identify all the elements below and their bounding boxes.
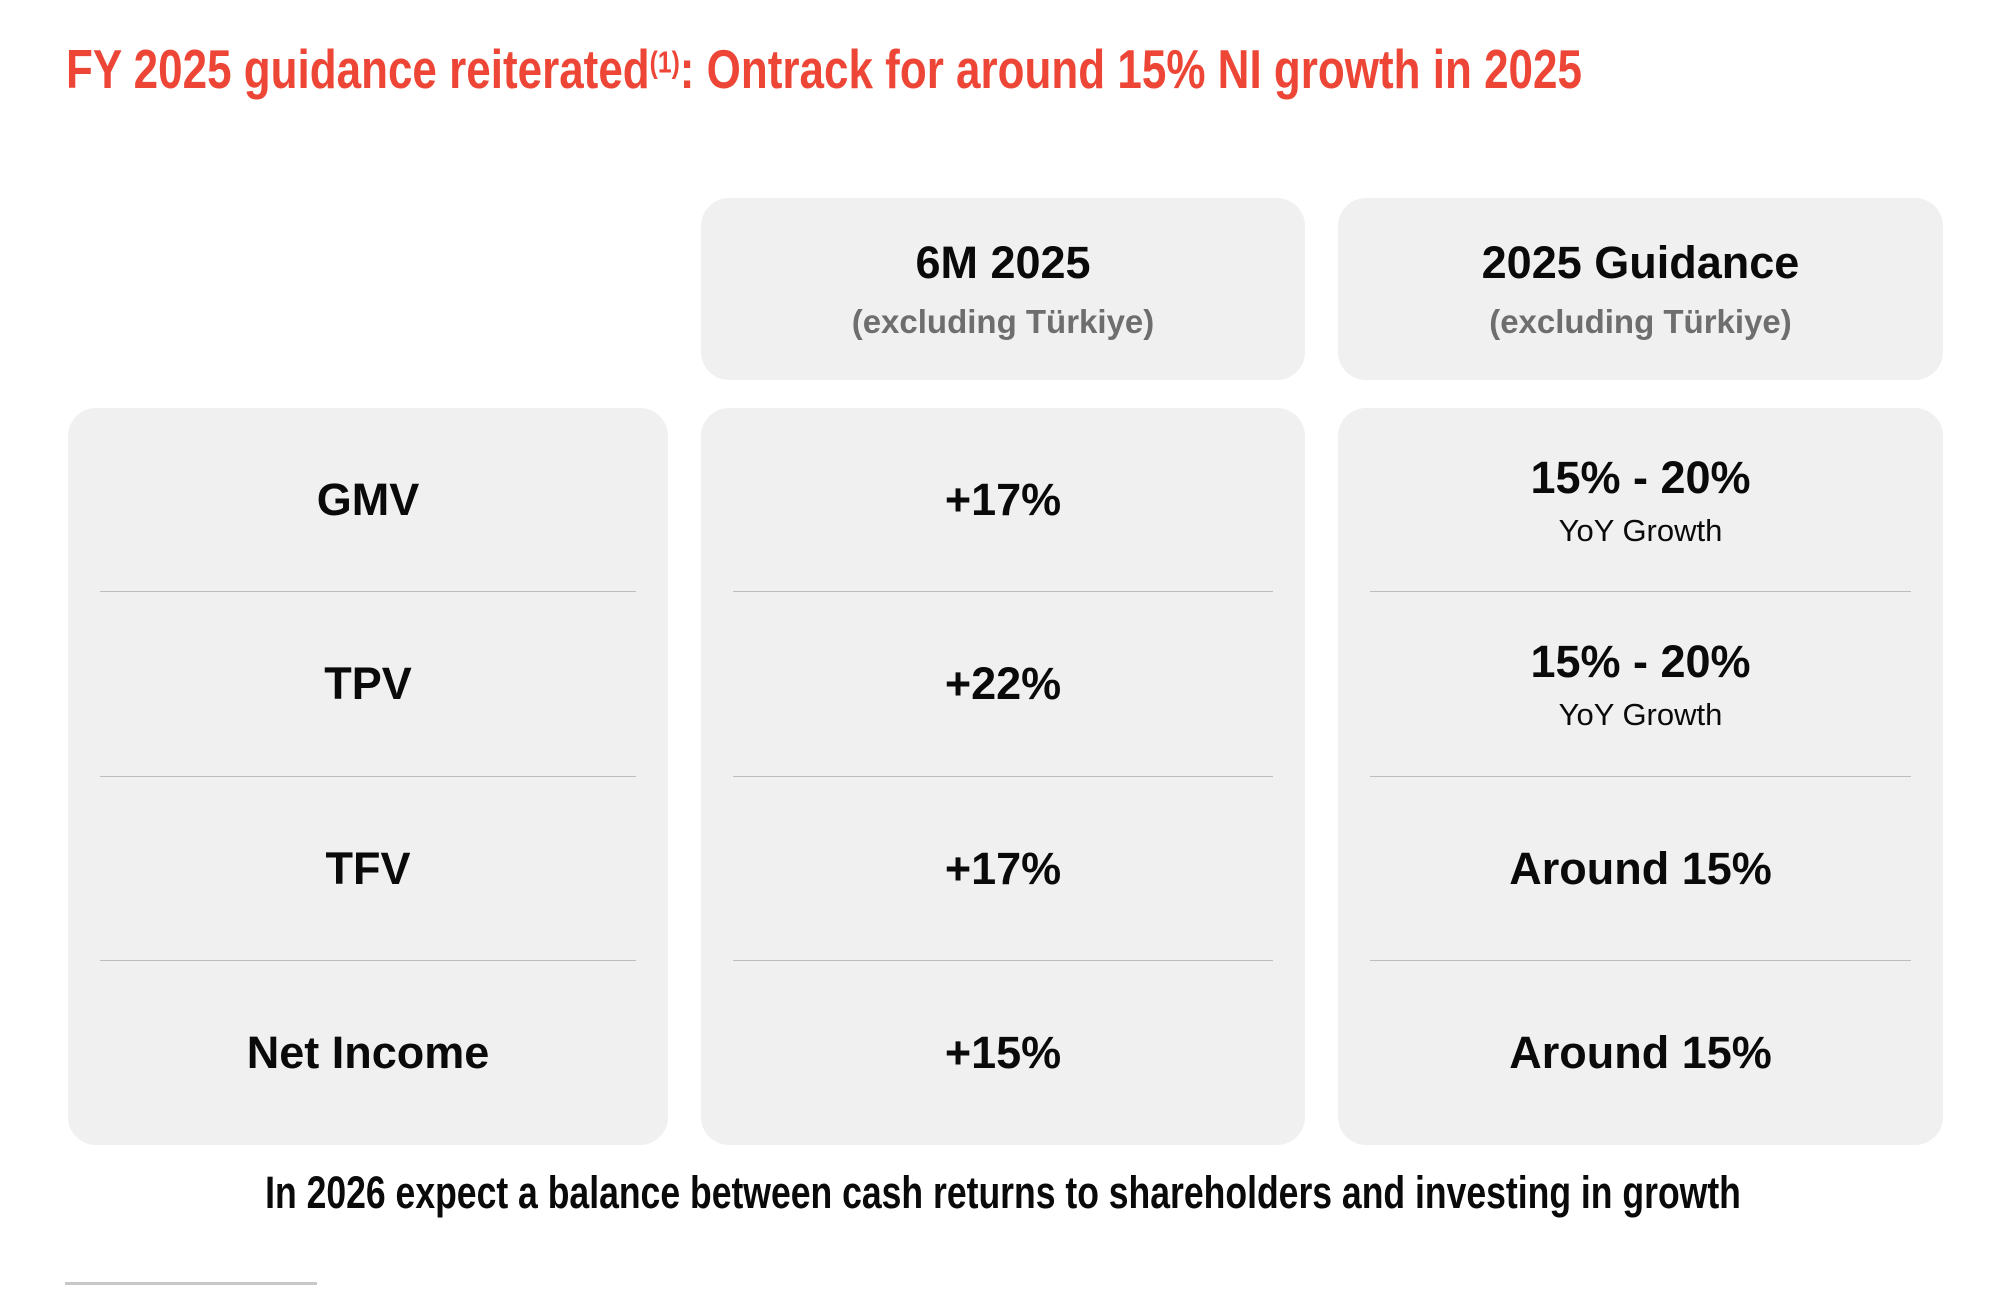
table-cell-net-income-6m: +15% [701,961,1305,1145]
guidance-value: 15% - 20% [1530,635,1751,687]
metric-value: +17% [944,474,1062,526]
slide-title-text: FY 2025 guidance reiterated [66,38,650,100]
metric-value: +17% [944,842,1062,894]
footnote-marker: (1) [649,44,680,80]
table-cell-tfv-guidance: Around 15% [1338,777,1943,962]
metrics-label-column: GMV TPV TFV Net Income [68,408,668,1145]
table-cell-gmv-guidance: 15% - 20% YoY Growth [1338,408,1943,593]
table-cell-gmv-6m: +17% [701,408,1305,593]
metric-label: TFV [325,842,411,894]
column-header-title: 2025 Guidance [1481,237,1800,288]
table-cell-tpv-6m: +22% [701,592,1305,777]
guidance-value: Around 15% [1509,842,1772,894]
table-cell-net-income-guidance: Around 15% [1338,961,1943,1145]
guidance-value: 15% - 20% [1530,451,1751,503]
footer-message: In 2026 expect a balance between cash re… [265,1167,1741,1218]
column-header-6m-2025: 6M 2025 (excluding Türkiye) [701,198,1305,380]
footnote-rule [65,1282,317,1285]
guidance-sub-label: YoY Growth [1558,696,1723,732]
metric-label: Net Income [246,1026,490,1078]
table-row-label-gmv: GMV [68,408,668,593]
guidance-table: 6M 2025 (excluding Türkiye) 2025 Guidanc… [68,198,1943,1145]
table-row-label-net-income: Net Income [68,961,668,1145]
slide-title-rest: : Ontrack for around 15% NI growth in 20… [679,38,1582,100]
table-cell-tpv-guidance: 15% - 20% YoY Growth [1338,592,1943,777]
column-header-title: 6M 2025 [915,237,1091,288]
column-header-subtitle: (excluding Türkiye) [851,303,1155,340]
column-header-2025-guidance: 2025 Guidance (excluding Türkiye) [1338,198,1943,380]
column-header-subtitle: (excluding Türkiye) [1489,303,1792,340]
table-row-label-tpv: TPV [68,592,668,777]
guidance-value: Around 15% [1509,1026,1772,1078]
metric-value: +15% [944,1026,1062,1078]
metric-label: GMV [316,474,420,526]
slide-title: FY 2025 guidance reiterated(1): Ontrack … [66,36,1582,102]
metric-value: +22% [944,658,1062,710]
table-row-label-tfv: TFV [68,777,668,962]
guidance-sub-label: YoY Growth [1558,512,1723,548]
six-month-2025-column: +17% +22% +17% +15% [701,408,1305,1145]
metric-label: TPV [324,658,412,710]
guidance-2025-column: 15% - 20% YoY Growth 15% - 20% YoY Growt… [1338,408,1943,1145]
table-cell-tfv-6m: +17% [701,777,1305,962]
